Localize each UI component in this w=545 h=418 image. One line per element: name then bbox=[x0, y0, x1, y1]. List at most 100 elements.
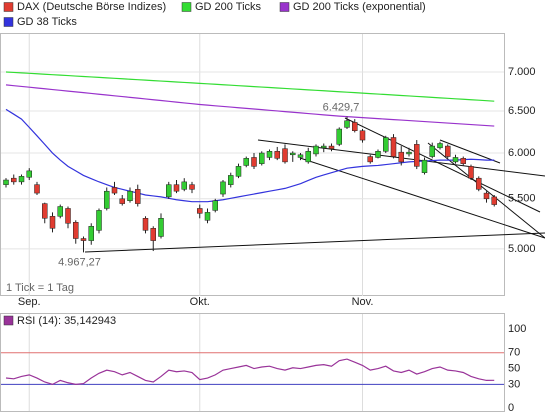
candle-body bbox=[212, 200, 218, 211]
y-tick-label: 50 bbox=[508, 362, 520, 374]
y-tick-label: 6.500 bbox=[508, 105, 536, 117]
y-tick-label: 30 bbox=[508, 378, 520, 390]
candle-body bbox=[204, 212, 211, 221]
x-tick-label: Okt. bbox=[190, 296, 210, 308]
legend-swatch bbox=[279, 2, 290, 12]
candle-body bbox=[96, 210, 102, 231]
candle-body bbox=[166, 184, 172, 198]
note: 1 Tick = 1 Tag bbox=[6, 282, 74, 294]
y-tick-label: 0 bbox=[508, 402, 514, 414]
candle-body bbox=[344, 120, 350, 128]
low-annotation: 4.967,27 bbox=[58, 256, 101, 268]
candle-body bbox=[414, 144, 420, 167]
candle-body bbox=[437, 143, 443, 149]
y-tick-label: 70 bbox=[508, 347, 520, 359]
x-tick-label: Sep. bbox=[18, 296, 41, 308]
candle-body bbox=[127, 190, 133, 201]
trend-line bbox=[427, 142, 545, 239]
candle-body bbox=[80, 238, 87, 241]
legend-label: GD 200 Ticks (exponential) bbox=[293, 1, 426, 13]
candle-body bbox=[18, 176, 25, 183]
rsi-legend-swatch bbox=[3, 315, 14, 326]
candle-body bbox=[73, 222, 79, 239]
candle-body bbox=[321, 145, 327, 149]
candle-body bbox=[259, 152, 265, 164]
legend-swatch bbox=[3, 2, 14, 12]
y-tick-label: 100 bbox=[508, 323, 526, 335]
rsi-title: RSI (14): 35,142943 bbox=[17, 315, 116, 327]
candle-body bbox=[476, 177, 482, 190]
y-tick-label: 6.000 bbox=[508, 147, 536, 159]
candle-body bbox=[305, 151, 311, 163]
legend-swatch bbox=[181, 2, 192, 12]
candle-body bbox=[445, 145, 451, 157]
candle-body bbox=[251, 157, 257, 167]
candle-body bbox=[220, 181, 226, 195]
candle-body bbox=[359, 130, 366, 141]
candle-body bbox=[57, 206, 63, 217]
candle-body bbox=[336, 128, 342, 145]
trend-lines bbox=[84, 117, 545, 253]
legend-label: GD 200 Ticks bbox=[195, 1, 262, 13]
candle-body bbox=[34, 184, 40, 194]
moving-average-line bbox=[5, 71, 495, 102]
legend-swatch bbox=[3, 17, 14, 27]
rsi-line bbox=[5, 358, 495, 385]
candle-body bbox=[235, 166, 242, 177]
main-panel-frame bbox=[0, 33, 505, 296]
candle-body bbox=[491, 196, 497, 205]
candle-body bbox=[421, 159, 428, 173]
candle-body bbox=[483, 192, 490, 200]
candle-body bbox=[274, 151, 280, 159]
candle-body bbox=[452, 157, 459, 163]
candle-body bbox=[158, 218, 164, 237]
trend-line bbox=[439, 139, 501, 164]
candle-body bbox=[328, 145, 335, 149]
candle-body bbox=[3, 179, 9, 185]
candle-body bbox=[104, 190, 110, 209]
candle-body bbox=[111, 187, 118, 194]
trend-line bbox=[344, 117, 541, 213]
legend-label: GD 38 Ticks bbox=[17, 16, 77, 28]
x-tick-label: Nov. bbox=[352, 296, 374, 308]
candle-body bbox=[468, 166, 474, 179]
rsi-panel-frame bbox=[0, 313, 505, 412]
y-tick-label: 5.000 bbox=[508, 243, 536, 255]
candle-body bbox=[11, 177, 17, 183]
candle-body bbox=[297, 154, 304, 158]
candle-body bbox=[282, 148, 288, 163]
moving-average-line bbox=[5, 108, 495, 203]
candle-body bbox=[173, 184, 180, 192]
candle-body bbox=[290, 152, 296, 156]
candle-body bbox=[352, 122, 358, 131]
trend-line bbox=[299, 157, 545, 239]
legend-label: DAX (Deutsche Börse Indizes) bbox=[17, 1, 166, 13]
high-annotation: 6.429,7 bbox=[323, 102, 360, 114]
candle-body bbox=[26, 170, 32, 178]
candle-body bbox=[197, 208, 203, 214]
candle-body bbox=[406, 151, 412, 155]
candle-body bbox=[135, 189, 141, 204]
candle-body bbox=[189, 184, 195, 190]
candle-body bbox=[181, 181, 187, 190]
candle-body bbox=[119, 198, 125, 204]
candle-body bbox=[150, 228, 156, 241]
candle-body bbox=[88, 226, 94, 241]
y-tick-label: 7.000 bbox=[508, 66, 536, 78]
candle-body bbox=[429, 145, 435, 157]
candle-body bbox=[142, 218, 149, 231]
y-tick-label: 5.500 bbox=[508, 193, 536, 205]
trend-line bbox=[84, 232, 545, 253]
candle-body bbox=[390, 137, 397, 157]
candle-body bbox=[375, 151, 381, 158]
candle-body bbox=[383, 137, 389, 152]
candle-body bbox=[266, 151, 273, 158]
candle-body bbox=[398, 151, 404, 163]
candle-body bbox=[42, 203, 48, 219]
candle-body bbox=[243, 158, 249, 166]
candle-body bbox=[65, 208, 71, 224]
candle-body bbox=[367, 156, 373, 163]
candle-body bbox=[49, 216, 56, 229]
